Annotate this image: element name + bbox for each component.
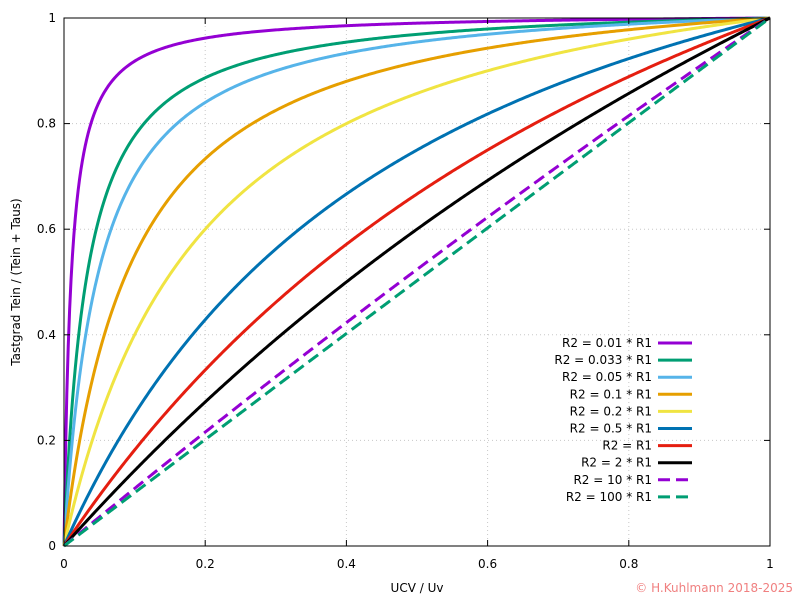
y-tick-label: 0.8 (37, 117, 56, 131)
x-tick-label: 0.6 (478, 557, 497, 571)
copyright-text: © H.Kuhlmann 2018-2025 (635, 581, 793, 595)
legend-label: R2 = 0.01 * R1 (562, 336, 652, 350)
y-tick-label: 0.4 (37, 328, 56, 342)
y-tick-label: 0.2 (37, 433, 56, 447)
x-tick-label: 0.4 (337, 557, 356, 571)
series-line (63, 16, 771, 548)
series-lines (62, 16, 771, 548)
y-axis-label: Tastgrad Tein / (Tein + Taus) (9, 198, 23, 367)
series-line (62, 16, 771, 547)
series-line (62, 16, 771, 547)
x-tick-label: 1 (766, 557, 774, 571)
series-line (62, 16, 771, 547)
axis-ticks (63, 17, 771, 547)
x-tick-labels: 0 0.2 0.4 0.6 0.8 1 (60, 557, 774, 571)
y-tick-label: 0.6 (37, 222, 56, 236)
legend-label: R2 = 10 * R1 (573, 473, 652, 487)
legend-label: R2 = 0.05 * R1 (562, 370, 652, 384)
series-line (62, 16, 771, 547)
y-tick-label: 1 (48, 11, 56, 25)
x-axis-label: UCV / Uv (391, 581, 444, 595)
plot-frame (63, 17, 771, 547)
x-tick-label: 0.8 (619, 557, 638, 571)
y-tick-labels: 0 0.2 0.4 0.6 0.8 1 (37, 11, 56, 553)
series-line (62, 16, 771, 547)
legend-label: R2 = 0.2 * R1 (570, 404, 652, 418)
x-tick-label: 0 (60, 557, 68, 571)
legend: R2 = 0.01 * R1 R2 = 0.033 * R1 R2 = 0.05 *… (554, 336, 692, 504)
series-line (62, 16, 771, 547)
series-line (62, 16, 771, 547)
legend-label: R2 = 0.1 * R1 (570, 387, 652, 401)
legend-label: R2 = 100 * R1 (566, 490, 652, 504)
y-tick-label: 0 (48, 539, 56, 553)
x-tick-label: 0.2 (196, 557, 215, 571)
legend-label: R2 = 0.033 * R1 (554, 353, 652, 367)
series-line (63, 16, 771, 548)
legend-label: R2 = R1 (602, 439, 652, 453)
series-line (62, 16, 771, 547)
legend-label: R2 = 0.5 * R1 (570, 422, 652, 436)
legend-label: R2 = 2 * R1 (581, 456, 652, 470)
